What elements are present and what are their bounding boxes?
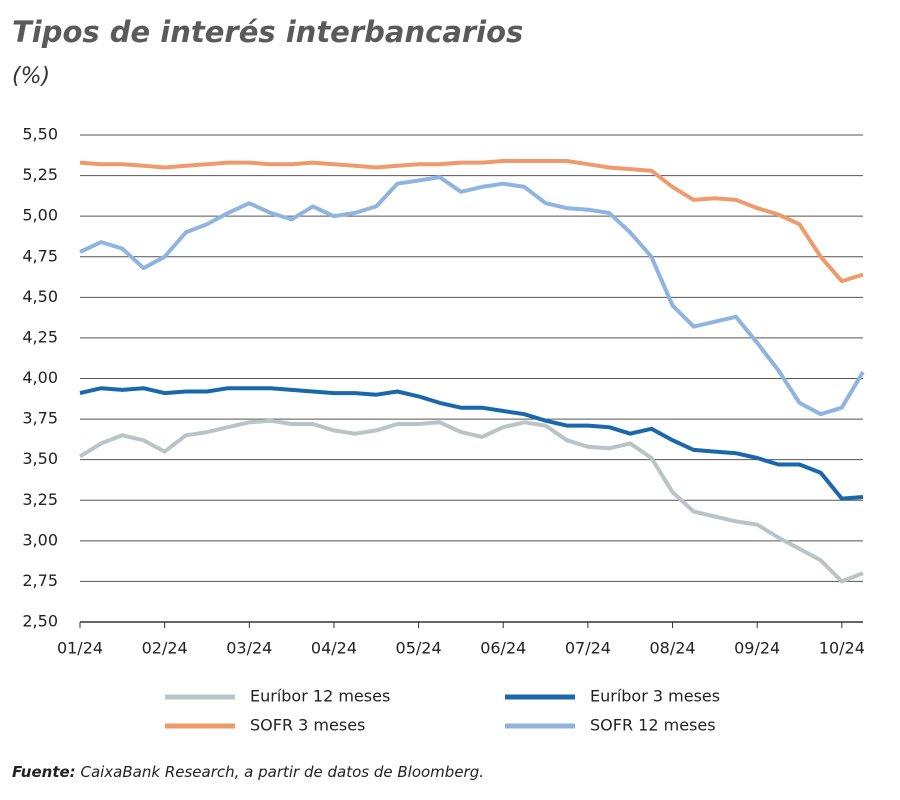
y-tick-label: 2,75 [22, 571, 58, 590]
y-tick-label: 3,25 [22, 490, 58, 509]
legend-label: Euríbor 12 meses [250, 687, 390, 706]
legend-label: SOFR 12 meses [590, 716, 716, 735]
y-tick-label: 5,00 [22, 206, 58, 225]
x-tick-label: 07/24 [565, 639, 611, 658]
series-line [79, 386, 864, 501]
x-tick-label: 09/24 [734, 639, 780, 658]
x-tick-label: 01/24 [57, 639, 103, 658]
y-tick-label: 4,75 [22, 246, 58, 265]
x-tick-label: 05/24 [396, 639, 442, 658]
x-tick-label: 08/24 [649, 639, 695, 658]
series-line [78, 418, 864, 584]
x-tick-label: 06/24 [480, 639, 526, 658]
y-tick-label: 4,25 [22, 327, 58, 346]
x-tick-label: 03/24 [226, 639, 272, 658]
source: Fuente: CaixaBank Research, a partir de … [12, 763, 484, 781]
y-tick-label: 3,00 [22, 530, 58, 549]
legend-label: SOFR 3 meses [250, 716, 365, 735]
x-tick-label: 10/24 [819, 639, 865, 658]
y-tick-label: 4,00 [22, 368, 58, 387]
series-line [79, 159, 864, 284]
y-tick-label: 4,50 [22, 287, 58, 306]
y-tick-label: 3,75 [22, 409, 58, 428]
y-tick-label: 3,50 [22, 449, 58, 468]
source-text: CaixaBank Research, a partir de datos de… [80, 763, 484, 781]
series-line [79, 175, 865, 417]
chart-subtitle: (%) [12, 64, 50, 89]
x-tick-label: 04/24 [311, 639, 357, 658]
chart-title: Tipos de interés interbancarios [12, 15, 523, 49]
y-tick-label: 5,50 [22, 125, 58, 144]
x-tick-label: 02/24 [142, 639, 188, 658]
legend-label: Euríbor 3 meses [590, 687, 720, 706]
y-tick-label: 2,50 [22, 612, 58, 631]
source-label: Fuente: [12, 763, 76, 781]
y-tick-label: 5,25 [22, 165, 58, 184]
